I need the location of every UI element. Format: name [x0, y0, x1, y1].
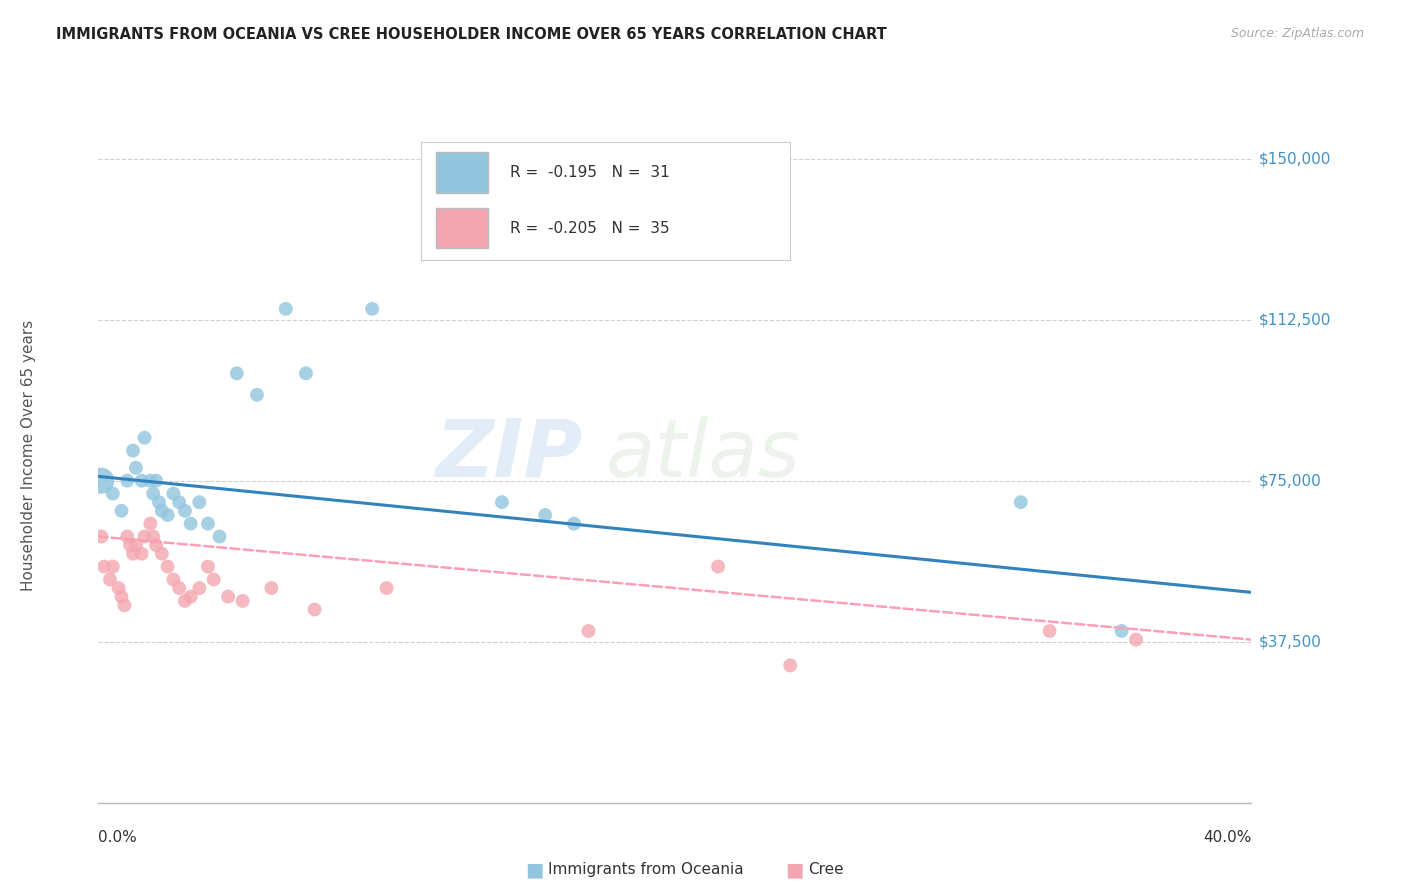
Point	[142, 529, 165, 543]
Text: ZIP: ZIP	[436, 416, 582, 494]
Point	[534, 508, 557, 522]
FancyBboxPatch shape	[436, 153, 488, 193]
Point	[145, 538, 167, 552]
Point	[295, 367, 318, 381]
Point	[142, 486, 165, 500]
Text: Householder Income Over 65 years: Householder Income Over 65 years	[21, 319, 35, 591]
Point	[98, 573, 121, 587]
Text: $150,000: $150,000	[1258, 151, 1330, 166]
Text: atlas: atlas	[606, 416, 800, 494]
Point	[1111, 624, 1133, 638]
Point	[361, 301, 384, 316]
Text: R =  -0.205   N =  35: R = -0.205 N = 35	[510, 220, 669, 235]
Point	[145, 474, 167, 488]
Point	[150, 504, 173, 518]
Point	[122, 547, 145, 561]
Point	[110, 590, 132, 604]
Text: IMMIGRANTS FROM OCEANIA VS CREE HOUSEHOLDER INCOME OVER 65 YEARS CORRELATION CHA: IMMIGRANTS FROM OCEANIA VS CREE HOUSEHOL…	[56, 27, 887, 42]
Point	[148, 495, 170, 509]
Point	[101, 486, 124, 500]
Point	[304, 602, 326, 616]
Point	[246, 388, 269, 402]
Point	[260, 581, 283, 595]
Point	[217, 590, 239, 604]
Text: ■: ■	[785, 860, 804, 880]
Point	[139, 516, 162, 531]
Text: $37,500: $37,500	[1258, 634, 1322, 649]
Point	[1125, 632, 1147, 647]
Point	[156, 508, 179, 522]
Point	[578, 624, 600, 638]
Point	[112, 599, 135, 613]
Text: Cree: Cree	[808, 863, 844, 877]
Point	[134, 529, 156, 543]
Point	[125, 538, 148, 552]
Text: $112,500: $112,500	[1258, 312, 1330, 327]
Point	[1038, 624, 1062, 638]
Point	[208, 529, 231, 543]
Text: $75,000: $75,000	[1258, 473, 1322, 488]
Point	[197, 516, 219, 531]
Point	[225, 367, 247, 381]
Text: Immigrants from Oceania: Immigrants from Oceania	[548, 863, 744, 877]
Point	[125, 460, 148, 475]
Point	[107, 581, 129, 595]
Point	[139, 474, 162, 488]
Point	[93, 559, 115, 574]
Point	[120, 538, 142, 552]
Point	[101, 559, 124, 574]
Point	[90, 474, 112, 488]
Point	[1010, 495, 1032, 509]
Point	[110, 504, 132, 518]
Point	[156, 559, 179, 574]
Text: R =  -0.195   N =  31: R = -0.195 N = 31	[510, 165, 669, 180]
Point	[180, 516, 202, 531]
Point	[231, 594, 254, 608]
Point	[174, 594, 197, 608]
Point	[562, 516, 585, 531]
Point	[188, 581, 211, 595]
Point	[117, 474, 138, 488]
Point	[779, 658, 801, 673]
Point	[188, 495, 211, 509]
Point	[117, 529, 138, 543]
Text: Source: ZipAtlas.com: Source: ZipAtlas.com	[1230, 27, 1364, 40]
Point	[491, 495, 513, 509]
Text: ■: ■	[524, 860, 544, 880]
Point	[122, 443, 145, 458]
Point	[174, 504, 197, 518]
Point	[131, 547, 153, 561]
Point	[202, 573, 225, 587]
Point	[131, 474, 153, 488]
Point	[167, 495, 190, 509]
Point	[90, 529, 112, 543]
Text: 0.0%: 0.0%	[98, 830, 138, 845]
Point	[180, 590, 202, 604]
Point	[162, 486, 184, 500]
Point	[375, 581, 398, 595]
Point	[150, 547, 173, 561]
FancyBboxPatch shape	[436, 208, 488, 248]
Text: 40.0%: 40.0%	[1204, 830, 1251, 845]
Point	[134, 431, 156, 445]
Point	[274, 301, 297, 316]
Point	[162, 573, 184, 587]
Point	[707, 559, 730, 574]
Point	[167, 581, 190, 595]
Point	[197, 559, 219, 574]
